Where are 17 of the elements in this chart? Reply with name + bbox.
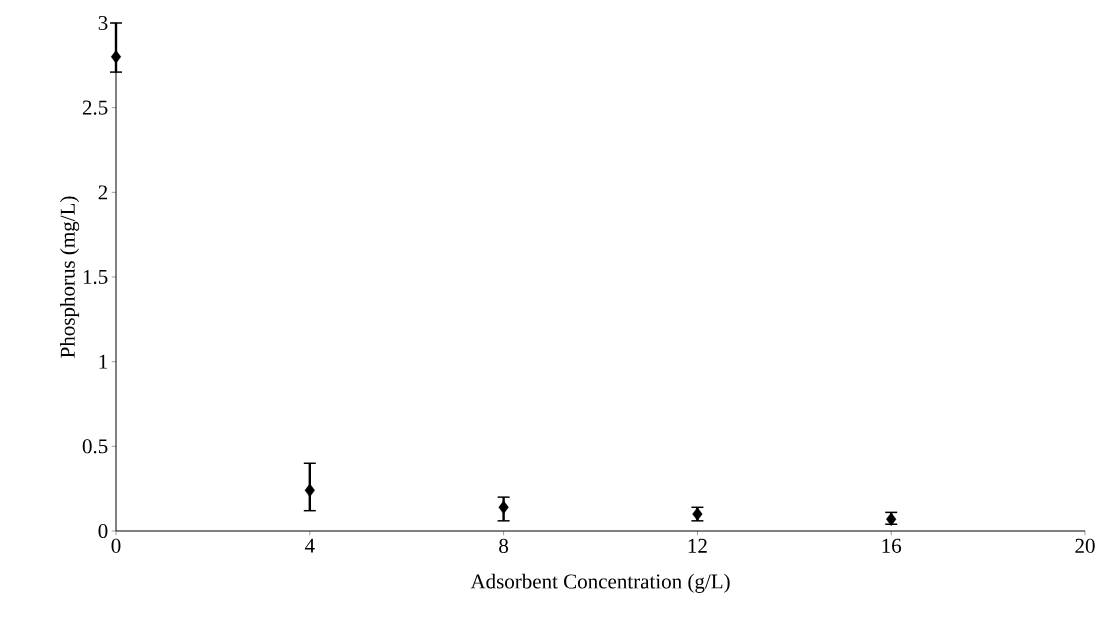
x-tick-label: 4	[304, 538, 315, 553]
x-tick-label: 20	[1075, 538, 1095, 553]
y-tick-label: 2.5	[82, 100, 108, 115]
point	[110, 50, 122, 64]
y-tick-label: 3	[98, 15, 108, 31]
y-tick-label: 2	[98, 185, 108, 200]
y-tick-label: 0	[98, 523, 108, 539]
y-tick-label: 0.5	[82, 439, 108, 454]
x-axis-title: Adsorbent Concentration (g/L)	[470, 573, 730, 593]
y-tick-label: 1.5	[83, 269, 108, 285]
y-tick-label: 1	[99, 354, 107, 369]
x-tick-label: 0	[111, 538, 121, 553]
x-tick-label: 16	[882, 538, 902, 553]
x-tick-label: 8	[499, 538, 509, 553]
point	[304, 483, 315, 498]
x-tick-label: 12	[688, 538, 707, 553]
y-axis-title: Phosphorus (mg/L)	[60, 196, 80, 358]
